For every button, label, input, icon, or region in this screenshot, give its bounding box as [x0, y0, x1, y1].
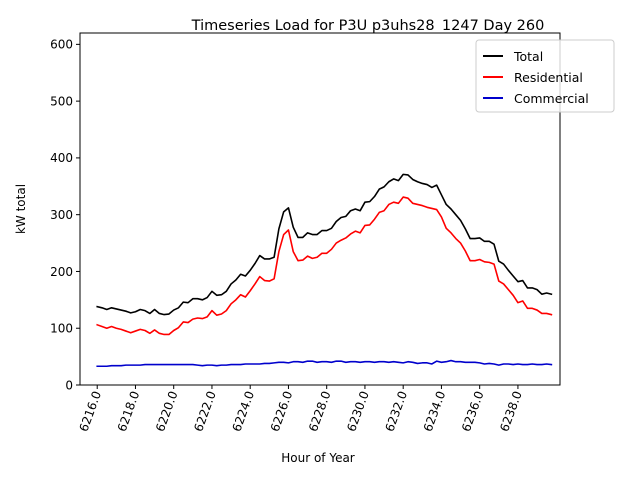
series-layer	[96, 173, 553, 368]
y-axis: 0 100 200 300 400 500 600	[50, 38, 80, 392]
y-axis-label: kW total	[14, 184, 28, 234]
y-tick-label: 300	[50, 208, 73, 222]
legend-label-total: Total	[513, 49, 543, 64]
y-tick-label: 600	[50, 38, 73, 52]
y-tick-label: 0	[65, 378, 73, 392]
y-tick-label: 400	[50, 151, 73, 165]
series-line-total	[96, 173, 553, 316]
series-line-residential	[96, 196, 553, 336]
y-tick-label: 200	[50, 265, 73, 279]
y-tick-label: 500	[50, 94, 73, 108]
x-axis-label: Hour of Year	[281, 451, 355, 465]
y-tick-label: 100	[50, 322, 73, 336]
chart-title: Timeseries Load for P3U p3uhs28_1247 Day…	[191, 18, 545, 34]
legend-label-commercial: Commercial	[514, 91, 589, 106]
legend-label-residential: Residential	[514, 70, 583, 85]
legend-box	[475, 39, 615, 113]
legend: Total Residential Commercial	[475, 39, 615, 113]
series-line-commercial	[96, 359, 553, 368]
axes-frame	[79, 32, 561, 386]
